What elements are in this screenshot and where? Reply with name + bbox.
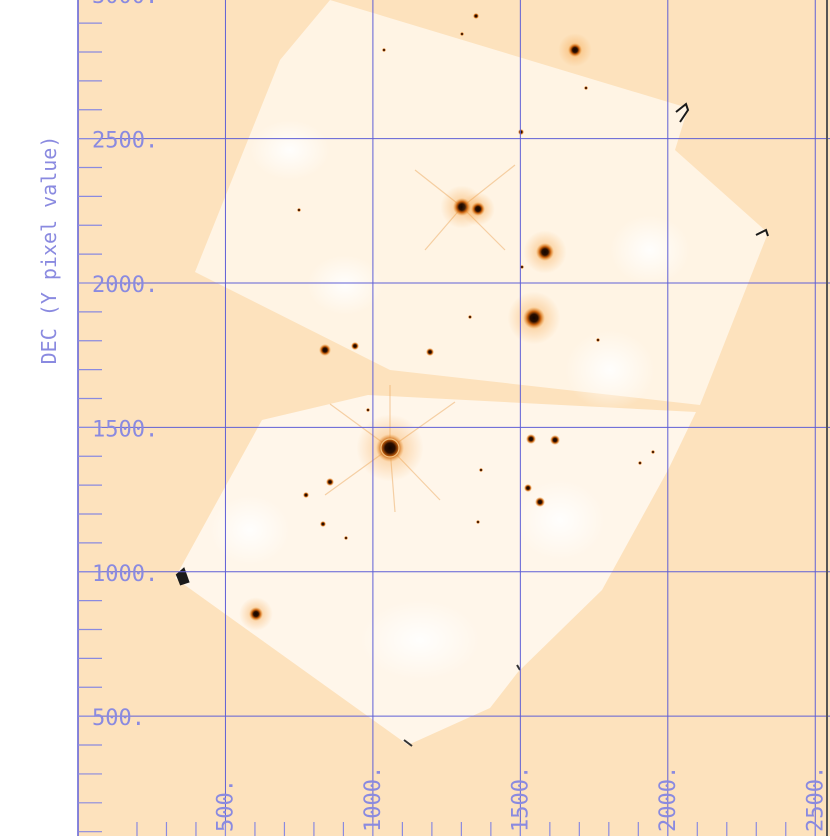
star xyxy=(344,536,348,540)
x-tick-labels: 500. 1000. 1500. 2000. 2500. xyxy=(213,766,828,832)
star xyxy=(473,13,479,19)
star xyxy=(535,497,545,507)
star xyxy=(351,342,359,350)
y-tick-label: 3000. xyxy=(92,0,158,9)
star xyxy=(638,461,642,465)
star xyxy=(479,468,483,472)
star xyxy=(297,208,301,212)
axis-ticks xyxy=(78,22,816,836)
star xyxy=(520,265,524,269)
star xyxy=(426,348,434,356)
star xyxy=(303,492,309,498)
x-tick-label: 500. xyxy=(213,779,238,832)
y-tick-label: 2000. xyxy=(92,273,158,298)
y-tick-label: 1500. xyxy=(92,417,158,442)
star-ring xyxy=(380,438,400,458)
star xyxy=(382,48,386,52)
y-tick-labels: 500. 1000. 1500. 2000. 2500. 3000. xyxy=(92,0,158,731)
star xyxy=(249,607,263,621)
x-tick-label: 2500. xyxy=(803,766,828,832)
star xyxy=(376,434,404,462)
star xyxy=(320,521,326,527)
y-tick-label: 500. xyxy=(92,706,145,731)
star xyxy=(471,202,485,216)
star xyxy=(536,243,554,261)
x-tick-label: 2000. xyxy=(656,766,681,832)
star xyxy=(468,315,472,319)
star xyxy=(518,129,524,135)
x-tick-label: 1500. xyxy=(508,766,533,832)
y-axis-title: DEC (Y pixel value) xyxy=(37,136,61,365)
star xyxy=(523,307,545,329)
star xyxy=(526,434,536,444)
y-tick-label: 1000. xyxy=(92,562,158,587)
coordinate-grid xyxy=(77,0,830,836)
star xyxy=(524,484,532,492)
star xyxy=(550,435,560,445)
star xyxy=(460,32,464,36)
star xyxy=(326,478,334,486)
star xyxy=(476,520,480,524)
star xyxy=(584,86,588,90)
star xyxy=(596,338,600,342)
y-tick-label: 2500. xyxy=(92,129,158,154)
star xyxy=(319,344,331,356)
star xyxy=(366,408,370,412)
x-tick-label: 1000. xyxy=(361,766,386,832)
star xyxy=(568,43,582,57)
star xyxy=(651,450,655,454)
